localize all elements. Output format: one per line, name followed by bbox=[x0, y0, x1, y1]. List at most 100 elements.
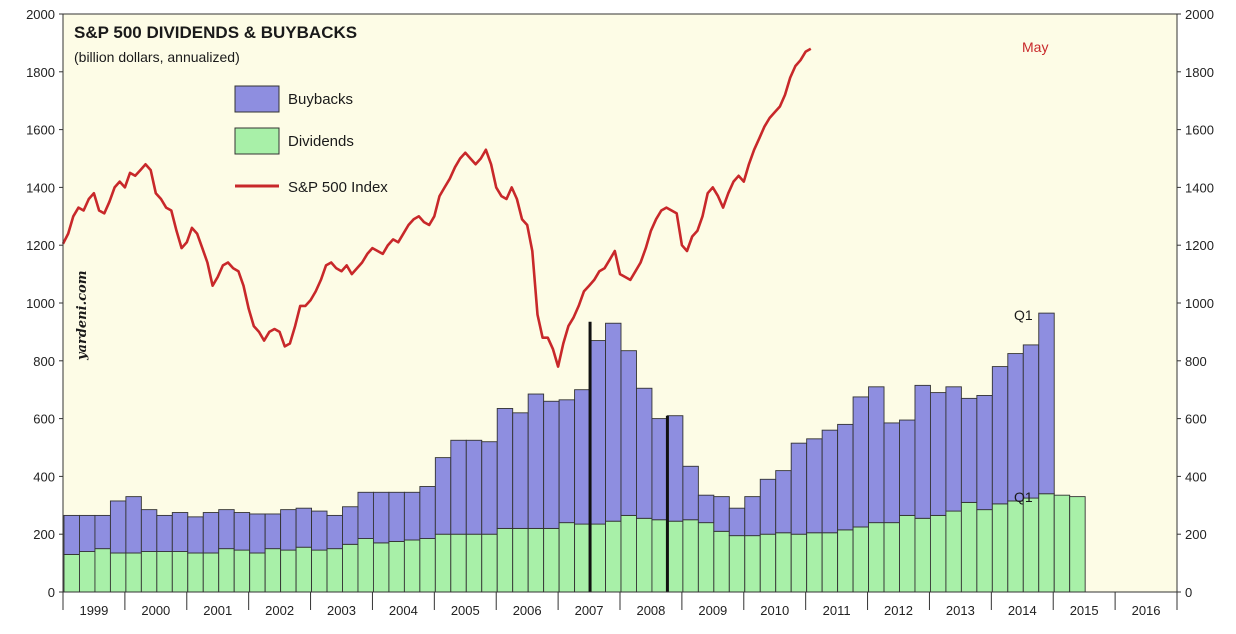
bar-dividends bbox=[651, 519, 668, 593]
bar-buybacks bbox=[450, 439, 467, 535]
bar-buybacks bbox=[1007, 353, 1024, 502]
bar-dividends bbox=[976, 509, 993, 593]
bar-dividends bbox=[233, 549, 251, 593]
bar-dividends bbox=[991, 503, 1009, 593]
bar-buybacks bbox=[666, 415, 684, 522]
bar-dividends bbox=[280, 549, 297, 593]
bar-dividends bbox=[558, 522, 576, 593]
bar-buybacks bbox=[372, 491, 390, 544]
bar-buybacks bbox=[187, 516, 204, 554]
bar-dividends bbox=[945, 510, 962, 593]
bar-dividends bbox=[419, 538, 436, 593]
bar-dividends bbox=[543, 527, 560, 593]
y-tick-label-right: 600 bbox=[1185, 412, 1207, 427]
y-tick-label-left: 2000 bbox=[26, 7, 55, 22]
bar-buybacks bbox=[837, 423, 854, 531]
legend-label-buybacks: Buybacks bbox=[288, 91, 353, 108]
quarter-markers bbox=[588, 321, 669, 592]
bar-buybacks bbox=[1038, 312, 1055, 495]
bar-dividends bbox=[249, 552, 266, 593]
x-tick-label: 2005 bbox=[451, 603, 480, 618]
bar-dividends bbox=[218, 548, 235, 593]
legend-swatch-dividends bbox=[234, 127, 280, 155]
bar-buybacks bbox=[140, 509, 158, 552]
y-tick-label-right: 200 bbox=[1185, 527, 1207, 542]
bar-dividends bbox=[171, 551, 189, 593]
bar-dividends bbox=[527, 527, 545, 593]
bar-dividends bbox=[868, 522, 885, 593]
bar-dividends bbox=[187, 552, 204, 593]
bar-buybacks bbox=[357, 491, 374, 539]
bar-buybacks bbox=[156, 514, 173, 552]
legend-label-sp500: S&P 500 Index bbox=[288, 179, 388, 196]
bar-buybacks bbox=[280, 509, 297, 551]
legend-label-dividends: Dividends bbox=[288, 133, 354, 150]
bar-buybacks bbox=[512, 412, 529, 529]
bar-buybacks bbox=[419, 486, 436, 539]
bar-buybacks bbox=[929, 392, 947, 516]
sp500-line bbox=[61, 47, 812, 368]
bar-dividends bbox=[403, 539, 421, 593]
bar-buybacks bbox=[94, 514, 111, 550]
bar-buybacks bbox=[744, 496, 761, 537]
x-tick-label: 2010 bbox=[760, 603, 789, 618]
bar-buybacks bbox=[434, 457, 452, 535]
bar-buybacks bbox=[914, 384, 931, 519]
bar-buybacks bbox=[605, 322, 622, 522]
bar-buybacks bbox=[682, 465, 699, 521]
bar-buybacks bbox=[109, 500, 127, 554]
bar-buybacks bbox=[388, 491, 405, 542]
bar-dividends bbox=[1038, 493, 1055, 593]
bar-dividends bbox=[94, 548, 111, 593]
bar-buybacks bbox=[636, 387, 653, 519]
x-tick-label: 2015 bbox=[1070, 603, 1099, 618]
y-tick-label-left: 1800 bbox=[26, 65, 55, 80]
bar-dividends bbox=[326, 548, 343, 593]
x-tick-label: 2006 bbox=[513, 603, 542, 618]
bar-buybacks bbox=[976, 395, 993, 511]
bar-dividends bbox=[960, 501, 978, 593]
bar-buybacks bbox=[233, 512, 251, 551]
bar-buybacks bbox=[326, 514, 343, 550]
bar-buybacks bbox=[543, 400, 560, 529]
legend-swatch-buybacks bbox=[234, 85, 280, 113]
bar-buybacks bbox=[202, 512, 220, 554]
bar-dividends bbox=[311, 549, 328, 593]
bar-buybacks bbox=[249, 513, 266, 554]
bar-dividends bbox=[1069, 496, 1086, 593]
x-tick-label: 2016 bbox=[1132, 603, 1161, 618]
bar-buybacks bbox=[481, 441, 498, 535]
annotation-q1-dividends: Q1 bbox=[1014, 489, 1033, 505]
bar-dividends bbox=[1022, 497, 1040, 593]
bar-buybacks bbox=[821, 429, 839, 534]
y-tick-label-left: 1000 bbox=[26, 296, 55, 311]
bar-dividends bbox=[357, 538, 374, 593]
x-tick-label: 2000 bbox=[141, 603, 170, 618]
bar-buybacks bbox=[883, 422, 900, 524]
bar-dividends bbox=[140, 551, 158, 593]
x-tick-label: 2013 bbox=[946, 603, 975, 618]
x-tick-label: 2011 bbox=[823, 603, 851, 618]
bar-buybacks bbox=[63, 514, 80, 555]
y-tick-label-right: 1800 bbox=[1185, 65, 1214, 80]
bar-buybacks bbox=[899, 419, 916, 516]
x-tick-label: 2009 bbox=[698, 603, 727, 618]
bar-dividends bbox=[837, 529, 854, 593]
bar-dividends bbox=[697, 522, 715, 593]
bar-buybacks bbox=[759, 478, 777, 535]
bar-dividends bbox=[434, 533, 452, 593]
y-tick-label-left: 800 bbox=[33, 354, 55, 369]
bar-buybacks bbox=[960, 397, 978, 503]
bar-dividends bbox=[852, 526, 870, 593]
bar-dividends bbox=[512, 527, 529, 593]
bar-dividends bbox=[883, 522, 900, 593]
y-tick-label-right: 1600 bbox=[1185, 123, 1214, 138]
y-tick-label-right: 400 bbox=[1185, 469, 1207, 484]
bar-buybacks bbox=[1022, 344, 1040, 499]
bar-buybacks bbox=[806, 438, 823, 534]
bar-dividends bbox=[899, 514, 916, 593]
bar-dividends bbox=[109, 552, 127, 593]
x-tick-label: 2002 bbox=[265, 603, 294, 618]
y-tick-label-left: 1400 bbox=[26, 180, 55, 195]
bar-buybacks bbox=[945, 386, 962, 512]
